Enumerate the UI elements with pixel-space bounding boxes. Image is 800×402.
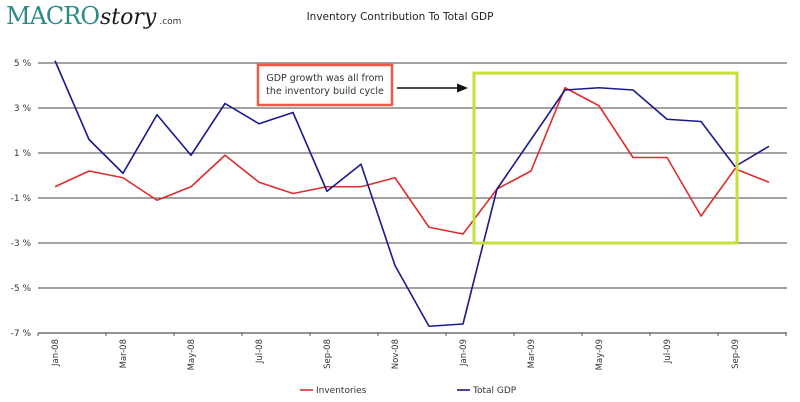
data-point <box>768 181 770 183</box>
x-tick-label: Jul-09 <box>663 339 673 364</box>
data-point <box>224 103 226 105</box>
x-tick-label: Mar-09 <box>527 339 537 368</box>
series-line-total-gdp <box>54 60 770 328</box>
x-tick-label: May-09 <box>595 339 605 370</box>
data-point <box>122 172 124 174</box>
x-axis <box>37 332 787 336</box>
y-tick-label: -3 % <box>11 239 32 249</box>
y-tick-label: -7 % <box>11 329 32 339</box>
annotation-arrowhead-icon <box>457 83 468 93</box>
data-point <box>632 157 634 159</box>
x-tick-label: Sep-09 <box>731 339 741 369</box>
series-line-inventories <box>54 86 770 235</box>
legend-label: Total GDP <box>472 386 517 396</box>
x-tick-label: May-08 <box>187 339 197 370</box>
data-point <box>258 123 260 125</box>
data-point <box>190 186 192 188</box>
x-tick-label: Jan-09 <box>459 339 469 367</box>
data-point <box>428 226 430 228</box>
logo-suffix-text: .com <box>159 17 182 27</box>
y-axis-tick-labels: 5 % 3 % 1 % -1 % -3 % -5 % -7 % <box>11 59 32 339</box>
data-point <box>496 188 498 190</box>
data-point <box>326 186 328 188</box>
data-point <box>700 215 702 217</box>
data-point <box>394 177 396 179</box>
data-point <box>462 323 464 325</box>
data-point <box>564 87 566 89</box>
x-tick-label: Jul-08 <box>255 339 265 364</box>
data-point <box>700 121 702 123</box>
data-point <box>666 118 668 120</box>
legend-label: Inventories <box>316 386 367 396</box>
data-point <box>564 89 566 91</box>
data-point <box>530 170 532 172</box>
data-point <box>190 154 192 156</box>
y-tick-label: 3 % <box>14 104 32 114</box>
data-point <box>666 157 668 159</box>
data-point <box>156 114 158 116</box>
data-point <box>632 89 634 91</box>
x-tick-label: Sep-08 <box>323 339 333 369</box>
highlight-box <box>472 71 739 245</box>
y-tick-label: -1 % <box>11 194 32 204</box>
data-point <box>258 181 260 183</box>
data-point <box>54 186 56 188</box>
data-point <box>428 325 430 327</box>
data-point <box>598 87 600 89</box>
annotation-box <box>256 63 394 107</box>
macrostory-logo: MACRO story .com <box>6 2 181 30</box>
data-point <box>530 139 532 141</box>
legend: Inventories Total GDP <box>300 386 517 396</box>
data-point <box>292 112 294 114</box>
x-tick-label: Mar-08 <box>119 339 129 368</box>
data-point <box>462 233 464 235</box>
series-lines <box>54 60 770 328</box>
logo-story-text: story <box>100 5 157 30</box>
annotation-text: the inventory build cycle <box>266 86 384 97</box>
data-point <box>360 186 362 188</box>
annotation-text: GDP growth was all from <box>266 73 383 84</box>
data-point <box>326 190 328 192</box>
data-point <box>88 139 90 141</box>
y-tick-label: -5 % <box>11 284 32 294</box>
x-tick-label: Jan-08 <box>51 339 61 367</box>
chart-title: Inventory Contribution To Total GDP <box>306 11 494 23</box>
data-point <box>122 177 124 179</box>
data-point <box>768 145 770 147</box>
highlight-box-group <box>472 71 739 245</box>
data-point <box>394 265 396 267</box>
data-point <box>224 154 226 156</box>
annotation-callout: GDP growth was all from the inventory bui… <box>256 63 468 107</box>
x-axis-tick-labels: Jan-08 Mar-08 May-08 Jul-08 Sep-08 Nov-08 Jan-… <box>51 339 741 370</box>
x-tick-label: Nov-08 <box>391 339 401 369</box>
gridlines <box>38 62 787 289</box>
logo-macro-text: MACRO <box>6 2 100 30</box>
data-point <box>360 163 362 165</box>
data-point <box>88 170 90 172</box>
y-tick-label: 5 % <box>14 59 32 69</box>
data-point <box>156 199 158 201</box>
data-point <box>54 60 56 62</box>
data-point <box>292 193 294 195</box>
y-tick-label: 1 % <box>14 149 32 159</box>
data-point <box>598 105 600 107</box>
